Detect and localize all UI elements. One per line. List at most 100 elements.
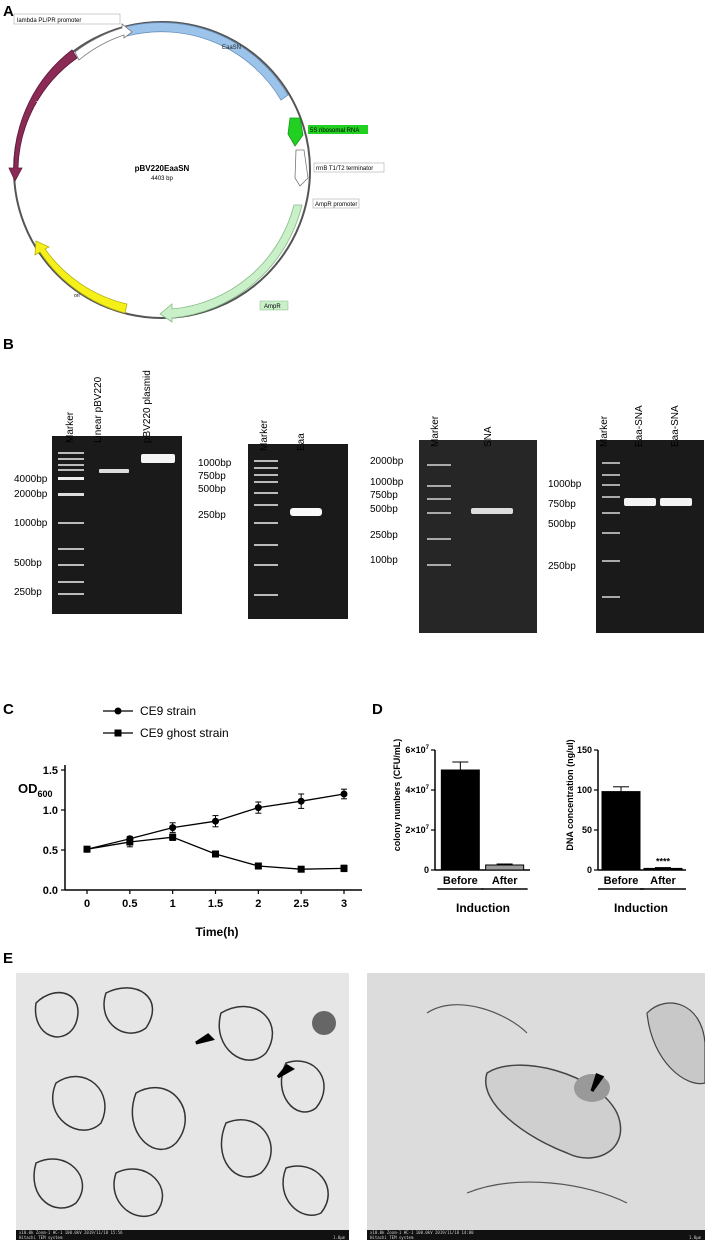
data-point	[297, 797, 305, 805]
y-tick-label: 0	[587, 865, 592, 875]
y-tick-label: 150	[577, 745, 592, 755]
gel3-ladder-label: 100bp	[370, 555, 398, 566]
data-point	[254, 804, 262, 812]
dna-bar-chart: 0 50 100 150 Before After **** DNA concentrati…	[565, 739, 686, 915]
panel-label-e: E	[3, 950, 14, 967]
x-tick-label: 0.5	[122, 898, 137, 910]
legend-label: CE9 strain	[140, 704, 196, 718]
y-tick-label: 4×107	[405, 785, 429, 795]
y-tick-label: 2×107	[405, 825, 429, 835]
y-tick-label: 50	[582, 825, 592, 835]
bar	[601, 791, 641, 871]
em-image-left: x10.0k Zoom-1 HC-1 100.0kV 2019/11/18 15…	[16, 973, 349, 1240]
gel1-lane-plasmid: pBV220 plasmid	[142, 370, 153, 443]
data-point	[83, 845, 91, 853]
x-axis-label: Induction	[456, 901, 510, 915]
growth-curve-chart: 0.0 0.5 1.0 1.5 0 0.5 1 1.5 2 2.5 3 CE9 strain CE9 …	[18, 704, 362, 939]
x-tick-label: 0	[84, 898, 90, 910]
category-label: After	[492, 875, 518, 887]
gel3-ladder-label: 750bp	[370, 490, 398, 501]
feature-label-promoter: lambda PL/PR promoter	[17, 18, 81, 24]
gel3-ladder-label: 250bp	[370, 530, 398, 541]
x-axis-label: Time(h)	[195, 925, 238, 939]
bar	[440, 769, 480, 871]
panel-label-c: C	[3, 701, 14, 718]
plasmid-name: pBV220EaaSN	[135, 164, 190, 173]
data-point	[169, 824, 177, 832]
feature-label-amp-promoter: AmpR promoter	[315, 202, 357, 208]
significance-marker: ****	[656, 857, 671, 867]
gel2-lane-marker: Marker	[259, 419, 270, 451]
bar	[643, 867, 683, 871]
gel3-ladder-label: 1000bp	[370, 477, 404, 488]
gel1-ladder-label: 4000bp	[14, 474, 48, 485]
gel1-lane-marker: Marker	[65, 411, 76, 443]
gel4-lane-eaa-sna: Eaa-SNA	[670, 405, 681, 447]
data-point	[126, 838, 134, 846]
x-tick-label: 2.5	[294, 898, 309, 910]
feature-label-ampr: AmpR	[264, 304, 281, 310]
feature-label-terminator: rrnB T1/T2 terminator	[316, 166, 373, 172]
repressor-feature	[8, 49, 78, 182]
gel3-lane-marker: Marker	[430, 415, 441, 447]
em-caption-bar: x10.0k Zoom-1 HC-1 100.0kV 2019/11/18 14…	[367, 1230, 705, 1240]
gel-1	[52, 436, 182, 614]
gel2-ladder-label: 500bp	[198, 484, 226, 495]
plasmid-map: lambda PL/PR promoter EaaSN 5S ribosomal…	[8, 13, 385, 323]
gel-2	[248, 444, 348, 619]
gel3-lane-sna: SNA	[483, 426, 494, 447]
y-axis-label: DNA concentration (ng/ul)	[565, 739, 575, 850]
promoter-feature	[74, 23, 133, 61]
gel-3	[419, 440, 537, 633]
y-tick-label: 1.5	[43, 765, 58, 777]
em-image-right: x10.0k Zoom-1 HC-1 100.0kV 2019/11/18 14…	[367, 973, 705, 1240]
data-point	[340, 790, 348, 798]
feature-label-rrna: 5S ribosomal RNA	[310, 128, 359, 134]
gel4-ladder-label: 250bp	[548, 561, 576, 572]
x-tick-label: 2	[255, 898, 261, 910]
terminator-feature	[294, 149, 309, 187]
gel4-ladder-label: 1000bp	[548, 479, 582, 490]
gel4-ladder-label: 500bp	[548, 519, 576, 530]
panel-label-d: D	[372, 701, 383, 718]
y-axis-label: OD600	[18, 781, 53, 799]
x-tick-label: 1.5	[208, 898, 223, 910]
gel4-lane-marker: Marker	[599, 415, 610, 447]
plasmid-size: 4403 bp	[151, 176, 173, 182]
y-tick-label: 0.0	[43, 885, 58, 897]
data-point	[297, 865, 305, 873]
x-tick-label: 3	[341, 898, 347, 910]
category-label: Before	[604, 875, 639, 887]
gel2-ladder-label: 1000bp	[198, 458, 232, 469]
gel-4	[596, 440, 704, 633]
gel1-ladder-label: 2000bp	[14, 489, 48, 500]
y-axis-label: colony numbers (CFU/mL)	[392, 739, 402, 852]
data-point	[254, 862, 262, 870]
colony-bar-chart: 0 2×107 4×107 6×107 Before After colony numbe…	[392, 739, 530, 915]
data-point	[169, 833, 177, 841]
category-label: After	[650, 875, 676, 887]
feature-label-ori: ori	[74, 293, 80, 299]
category-label: Before	[443, 875, 478, 887]
y-tick-label: 0	[424, 865, 429, 875]
data-point	[340, 864, 348, 872]
gel2-lane-eaa: Eaa	[296, 433, 307, 451]
rrna-feature	[287, 117, 304, 147]
feature-label-eaasn: EaaSN	[222, 45, 241, 51]
gel1-ladder-label: 1000bp	[14, 518, 48, 529]
legend-label: CE9 ghost strain	[140, 726, 229, 740]
gel1-lane-linear: Linear pBV220	[93, 376, 104, 443]
gel4-lane-eaa-sna: Eaa-SNA	[634, 405, 645, 447]
legend-marker	[114, 707, 122, 715]
eaasn-feature	[124, 22, 289, 101]
gel1-ladder-label: 250bp	[14, 587, 42, 598]
em-caption-bar: x10.0k Zoom-1 HC-1 100.0kV 2019/11/18 15…	[16, 1230, 349, 1240]
gel4-ladder-label: 750bp	[548, 499, 576, 510]
gel1-ladder-label: 500bp	[14, 558, 42, 569]
y-tick-label: 0.5	[43, 845, 58, 857]
gel2-ladder-label: 250bp	[198, 510, 226, 521]
y-tick-label: 1.0	[43, 805, 58, 817]
panel-label-b: B	[3, 336, 14, 353]
x-axis-label: Induction	[614, 901, 668, 915]
gel3-ladder-label: 2000bp	[370, 456, 404, 467]
